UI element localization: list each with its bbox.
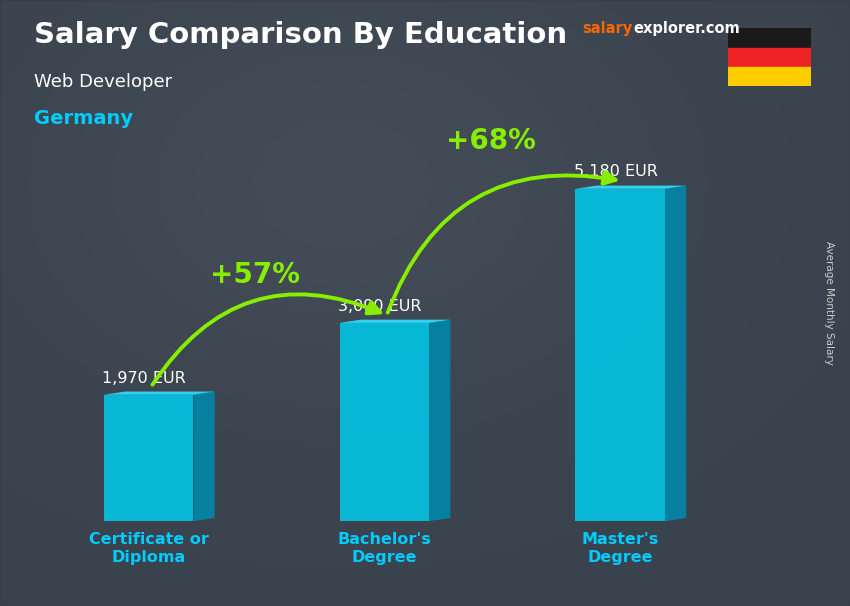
Text: +57%: +57% — [210, 261, 300, 289]
Text: salary: salary — [582, 21, 632, 36]
Text: Average Monthly Salary: Average Monthly Salary — [824, 241, 834, 365]
Polygon shape — [429, 320, 450, 521]
Text: 1,970 EUR: 1,970 EUR — [102, 371, 186, 387]
Polygon shape — [194, 391, 215, 521]
Polygon shape — [665, 185, 686, 521]
Text: Web Developer: Web Developer — [34, 73, 172, 91]
Bar — [104, 395, 194, 521]
Polygon shape — [340, 320, 450, 323]
Text: 3,090 EUR: 3,090 EUR — [338, 299, 422, 314]
Polygon shape — [104, 391, 215, 395]
Text: Germany: Germany — [34, 109, 133, 128]
Text: 5,180 EUR: 5,180 EUR — [574, 164, 657, 179]
Bar — [728, 28, 811, 48]
Bar — [575, 189, 665, 521]
Text: explorer.com: explorer.com — [633, 21, 740, 36]
Text: +68%: +68% — [445, 127, 536, 155]
Polygon shape — [575, 185, 686, 189]
Text: Salary Comparison By Education: Salary Comparison By Education — [34, 21, 567, 49]
Bar — [340, 323, 429, 521]
Bar — [728, 48, 811, 67]
Bar — [728, 67, 811, 86]
